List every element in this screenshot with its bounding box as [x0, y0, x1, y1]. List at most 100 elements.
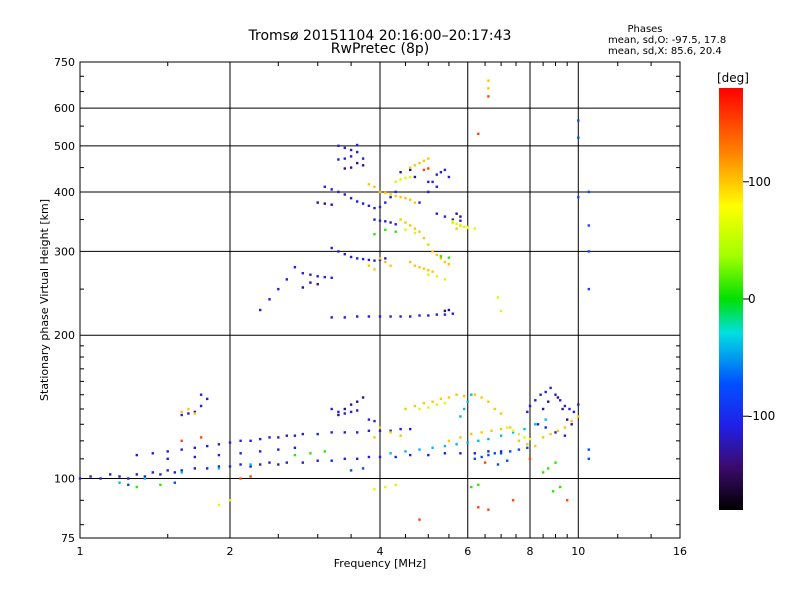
colorbar-tick-label: 0: [748, 292, 756, 306]
data-point: [534, 399, 537, 402]
data-point: [389, 429, 392, 432]
data-point: [378, 426, 382, 429]
data-point: [89, 475, 92, 478]
data-point: [173, 471, 176, 474]
data-point: [394, 230, 397, 233]
data-point: [349, 403, 353, 406]
data-point: [285, 278, 288, 281]
data-point: [343, 157, 346, 160]
data-point: [511, 429, 515, 432]
data-point: [356, 409, 359, 412]
data-point: [431, 400, 434, 403]
data-point: [409, 168, 412, 172]
data-point: [193, 455, 196, 459]
data-point: [367, 315, 371, 318]
y-tick-label: 500: [54, 140, 75, 153]
data-point: [422, 236, 426, 240]
data-point: [487, 95, 490, 98]
data-point: [435, 275, 438, 278]
data-point: [517, 432, 521, 436]
data-point: [470, 485, 473, 489]
data-point: [343, 457, 346, 460]
data-point: [277, 448, 280, 451]
data-point: [487, 437, 490, 441]
data-point: [462, 407, 466, 411]
data-point: [587, 287, 590, 291]
data-point: [554, 431, 557, 434]
data-point: [323, 185, 326, 188]
data-point: [293, 446, 297, 449]
data-point: [384, 485, 387, 489]
data-point: [399, 171, 402, 174]
data-point: [389, 264, 392, 267]
data-point: [427, 314, 430, 317]
data-point: [367, 264, 371, 267]
data-point: [587, 448, 590, 451]
data-point: [316, 201, 319, 204]
data-point: [572, 410, 576, 414]
data-point: [483, 461, 487, 464]
data-point: [427, 180, 430, 184]
data-point: [193, 412, 196, 415]
data-point: [470, 393, 473, 396]
data-point: [268, 436, 271, 439]
data-point: [427, 406, 430, 409]
data-point: [367, 204, 371, 207]
data-point: [259, 308, 262, 312]
y-tick-label: 75: [61, 532, 75, 545]
data-point: [462, 225, 466, 228]
data-point: [259, 437, 262, 441]
data-point: [399, 196, 402, 199]
data-point: [159, 473, 162, 476]
data-point: [301, 286, 304, 289]
data-point: [490, 429, 493, 432]
data-point: [422, 401, 426, 405]
data-point: [151, 471, 154, 474]
data-point: [413, 175, 417, 179]
data-point: [394, 483, 397, 486]
data-point: [466, 226, 469, 230]
data-point: [455, 222, 458, 225]
data-point: [349, 469, 353, 472]
data-point: [378, 190, 382, 194]
data-point: [293, 434, 297, 437]
data-point: [413, 404, 417, 408]
data-point: [443, 215, 447, 218]
data-point: [343, 193, 346, 196]
data-point: [534, 423, 537, 426]
data-point: [570, 423, 573, 426]
data-point: [173, 481, 176, 484]
data-point: [523, 427, 526, 431]
data-point: [427, 243, 430, 246]
data-point: [206, 444, 209, 448]
data-point: [349, 197, 353, 200]
data-point: [526, 446, 529, 449]
data-point: [143, 477, 147, 480]
data-point: [323, 450, 326, 453]
data-point: [466, 441, 469, 444]
data-point: [554, 461, 557, 464]
data-point: [166, 457, 169, 460]
data-point: [541, 471, 545, 474]
data-point: [349, 166, 353, 169]
data-point: [217, 453, 221, 457]
data-point: [399, 178, 402, 181]
x-tick-label: 1: [77, 545, 84, 558]
data-point: [528, 437, 532, 441]
data-point: [551, 490, 555, 493]
x-axis-label: Frequency [MHz]: [334, 557, 426, 570]
stats-header: Phases: [627, 24, 662, 35]
data-point: [378, 315, 382, 318]
data-point: [373, 419, 376, 423]
data-point: [239, 439, 242, 442]
data-point: [187, 412, 190, 415]
data-point: [285, 461, 288, 464]
data-point: [193, 410, 196, 414]
data-point: [361, 467, 365, 470]
data-point: [159, 483, 162, 486]
data-point: [337, 413, 340, 417]
data-point: [487, 453, 490, 457]
data-point: [544, 418, 547, 421]
data-point: [549, 432, 552, 436]
data-point: [409, 315, 412, 318]
